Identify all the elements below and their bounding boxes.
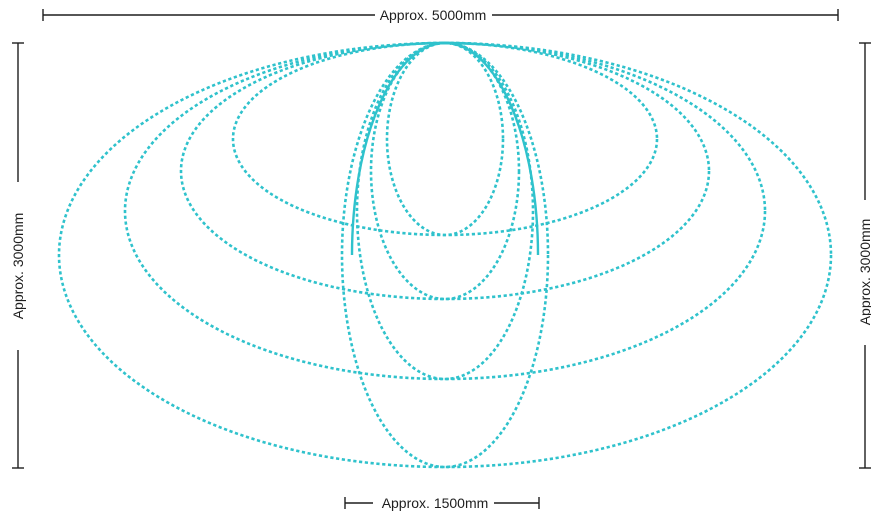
ellipse-wide-2 (123, 41, 767, 381)
ellipse-narrow-3 (369, 41, 521, 301)
top-dimension: Approx. 5000mm (42, 7, 839, 23)
ellipse-narrow-1 (340, 41, 550, 469)
ellipse-narrow-4 (385, 41, 505, 237)
ellipse-solid-arc (350, 41, 540, 256)
bottom-dimension: Approx. 1500mm (344, 495, 540, 511)
top-dimension-label: Approx. 5000mm (380, 7, 487, 23)
ellipses-group (57, 41, 833, 469)
right-dimension-label: Approx. 3000mm (857, 219, 871, 326)
bottom-dimension-label: Approx. 1500mm (382, 495, 489, 511)
ellipse-narrow-2 (355, 41, 535, 381)
left-dimension-label: Approx. 3000mm (10, 213, 26, 320)
ellipse-wide-4 (231, 41, 659, 237)
ellipse-wide-3 (179, 41, 711, 301)
ellipse-wide-1 (57, 41, 833, 469)
right-dimension: Approx. 3000mm (857, 42, 871, 469)
left-dimension: Approx. 3000mm (10, 42, 26, 469)
